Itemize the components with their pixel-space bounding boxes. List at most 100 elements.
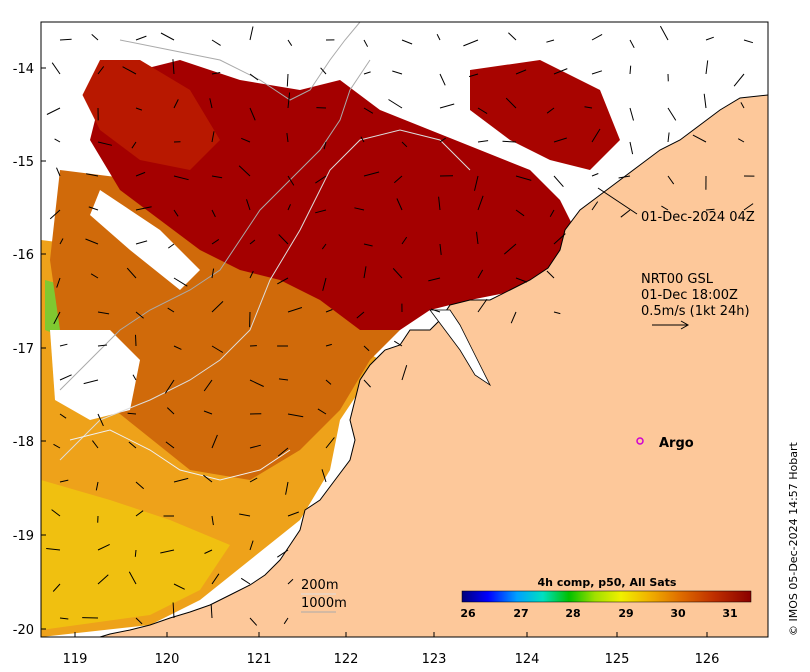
current-arrow — [553, 175, 564, 188]
lat-label: -19 — [13, 529, 34, 544]
colorbar-tick: 26 — [460, 607, 476, 620]
current-arrow — [629, 107, 634, 121]
current-arrow — [737, 138, 745, 143]
current-arrow — [97, 574, 109, 585]
current-arrow — [203, 474, 213, 483]
current-arrow — [477, 140, 489, 143]
current-arrow — [317, 408, 327, 415]
current-arrow — [401, 236, 408, 245]
current-arrow — [173, 477, 189, 483]
current-arrow — [52, 583, 61, 592]
current-arrow — [51, 62, 61, 75]
current-arrow — [477, 195, 484, 211]
current-arrow — [209, 98, 213, 109]
coast-outline — [99, 94, 768, 637]
lat-label: -15 — [13, 155, 34, 170]
current-arrow — [97, 311, 110, 315]
current-arrow — [591, 33, 603, 41]
currents-time: 01-Dec 18:00Z — [641, 288, 738, 303]
current-arrow — [705, 36, 714, 41]
current-arrow — [126, 267, 137, 279]
current-arrow — [249, 444, 261, 449]
current-arrow — [211, 268, 215, 279]
current-arrow — [85, 238, 99, 245]
current-arrow — [363, 243, 373, 247]
isobath-1000m-west — [59, 59, 371, 391]
current-arrow — [132, 374, 137, 381]
current-arrow — [392, 70, 403, 75]
sst-time-label: 01-Dec-2024 04Z — [641, 210, 755, 225]
current-arrow — [325, 343, 332, 347]
current-arrow — [546, 107, 555, 114]
current-arrow — [468, 73, 479, 78]
current-arrow — [56, 277, 61, 288]
current-arrow — [134, 549, 137, 557]
current-arrow — [287, 413, 304, 418]
lon-label: 124 — [515, 652, 540, 667]
lon-label: 122 — [334, 652, 359, 667]
current-arrow — [439, 137, 447, 143]
current-arrow — [97, 413, 104, 427]
current-arrow — [135, 617, 143, 625]
current-arrow — [549, 209, 555, 218]
isobath-200m-label: 200m — [301, 578, 338, 593]
current-arrow — [553, 137, 567, 143]
current-arrow — [438, 196, 441, 211]
current-arrow — [546, 270, 555, 279]
current-arrow — [515, 209, 525, 217]
current-arrow — [172, 602, 175, 619]
current-arrow — [53, 443, 61, 449]
current-arrow — [211, 515, 214, 526]
current-arrow — [278, 234, 289, 245]
current-arrow — [173, 99, 179, 109]
current-arrow — [629, 141, 634, 155]
current-arrow — [591, 173, 599, 177]
cloud-gap-southwest — [50, 330, 140, 420]
lon-label: 120 — [155, 652, 180, 667]
current-arrow — [363, 39, 369, 47]
current-arrow — [97, 66, 105, 75]
cloud-gap-streak — [90, 190, 200, 290]
current-arrow — [659, 25, 669, 41]
lat-label: -14 — [13, 62, 34, 77]
current-arrow — [239, 513, 251, 517]
current-arrow — [210, 604, 213, 619]
current-arrow — [172, 59, 175, 75]
current-arrow — [315, 209, 327, 214]
current-arrow — [59, 238, 64, 245]
current-arrow — [323, 141, 327, 150]
current-arrow — [53, 311, 61, 325]
current-arrow — [667, 107, 677, 121]
current-arrow — [173, 277, 188, 287]
current-arrow — [51, 509, 61, 517]
current-arrow — [168, 243, 175, 249]
cloud-gap-west — [41, 22, 130, 230]
current-arrow — [211, 175, 223, 179]
lon-label: 126 — [695, 652, 720, 667]
current-arrow — [439, 243, 442, 255]
current-arrow — [249, 477, 258, 483]
current-arrow — [249, 239, 256, 245]
current-arrow — [629, 39, 635, 49]
current-arrow — [211, 301, 224, 313]
isobath-1000m — [119, 22, 361, 101]
current-arrow — [515, 277, 528, 283]
colorbar-title: 4h comp, p50, All Sats — [538, 576, 677, 589]
current-arrow — [277, 549, 289, 558]
colorbar-tick: 27 — [513, 607, 528, 620]
current-arrow — [401, 39, 413, 45]
current-arrow — [278, 378, 289, 381]
current-arrow — [135, 510, 144, 517]
credit-label: © IMOS 05-Dec-2024 14:57 Hobart — [787, 441, 800, 636]
current-arrow — [211, 72, 221, 75]
colorbar-tick: 30 — [670, 607, 686, 620]
current-arrow — [705, 60, 709, 75]
king-sound-inlet — [429, 309, 492, 387]
current-arrow — [393, 175, 403, 184]
current-arrow — [743, 203, 754, 211]
current-arrow — [360, 136, 365, 143]
current-arrow — [92, 440, 99, 449]
current-arrow — [135, 35, 147, 41]
current-arrow — [249, 107, 256, 121]
current-arrow — [502, 140, 517, 143]
